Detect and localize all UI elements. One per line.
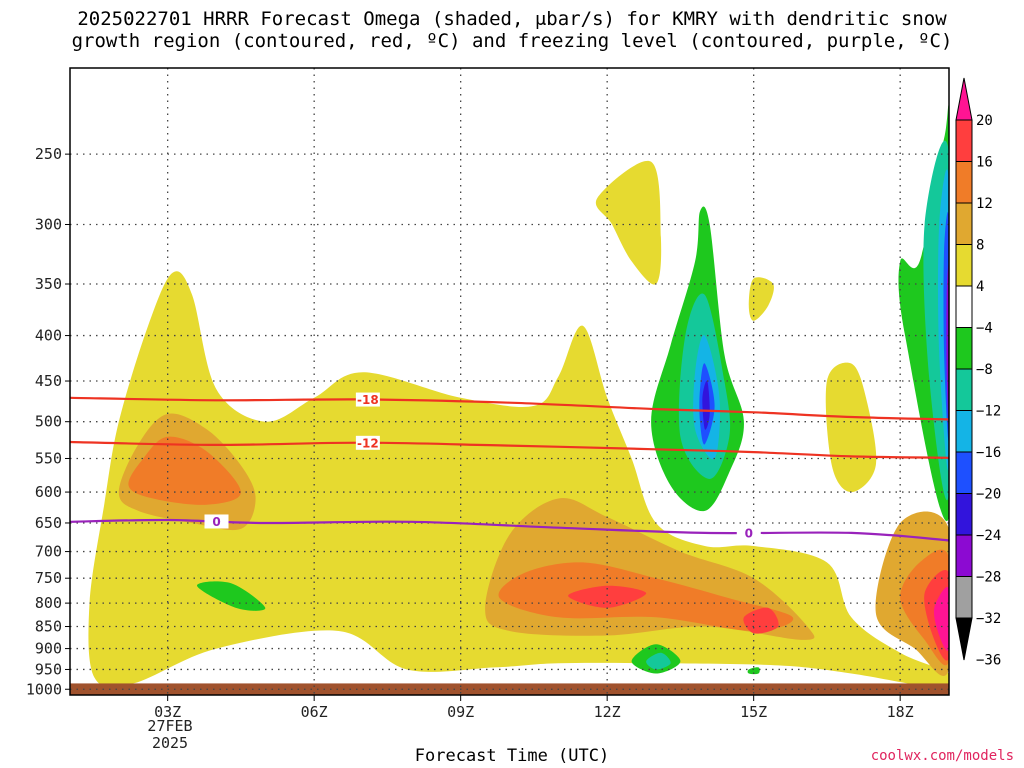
colorbar-segment-6: [955, 327, 973, 370]
colorbar-segment-4: [955, 244, 973, 287]
omega-region-26: [702, 380, 710, 430]
x-axis-label: Forecast Time (UTC): [414, 746, 610, 766]
contour-line-0: [70, 396, 949, 421]
y-tick-label-500: 500: [35, 413, 62, 431]
colorbar-segment-3: [955, 202, 973, 245]
colorbar-label-10: −24: [976, 528, 1001, 544]
contour-label-2a: 0: [212, 515, 220, 529]
colorbar: 20 16 12 8 4 −4 −8 −12 −16 −20 −24 −28 −32 −36: [955, 77, 1001, 669]
x-tick-label-15Z: 15Z: [740, 703, 767, 721]
omega-region-11: [743, 607, 779, 634]
colorbar-label-7: −12: [976, 404, 1001, 420]
contour-label-0: -18: [357, 393, 379, 407]
date-label-day: 27FEB: [147, 717, 193, 735]
contour-label-bg-0: [355, 392, 380, 407]
x-tick-label-18Z: 18Z: [887, 703, 914, 721]
contour-label-bg-2b: [736, 525, 761, 540]
colorbar-segment-5: [955, 285, 973, 328]
date-label-year: 2025: [151, 734, 189, 752]
omega-shading: [88, 105, 949, 690]
colorbar-label-1: 16: [976, 155, 993, 171]
y-tick-label-600: 600: [35, 483, 62, 501]
contour-lines: [70, 396, 949, 542]
colorbar-label-3: 8: [976, 238, 984, 254]
y-tick-label-900: 900: [35, 640, 62, 658]
omega-region-13: [933, 586, 949, 651]
colorbar-segment-10: [955, 493, 973, 536]
contour-label-bg-1: [355, 435, 380, 450]
omega-region-3: [748, 277, 774, 321]
colorbar-label-12: −32: [976, 611, 1001, 627]
grid-lines: [70, 68, 949, 695]
y-tick-label-350: 350: [35, 275, 62, 293]
omega-region-1: [595, 160, 662, 285]
colorbar-segment-9: [955, 451, 973, 494]
omega-region-7: [128, 436, 241, 505]
colorbar-segment-12: [955, 576, 973, 619]
x-tick-label-06Z: 06Z: [301, 703, 328, 721]
y-tick-label-650: 650: [35, 514, 62, 532]
contour-label-2b: 0: [745, 526, 753, 540]
colorbar-segment-1: [955, 119, 973, 162]
colorbar-segment-7: [955, 368, 973, 411]
y-tick-label-850: 850: [35, 618, 62, 636]
y-tick-label-300: 300: [35, 216, 62, 234]
y-tick-label-250: 250: [35, 145, 62, 163]
contour-line-1: [70, 440, 949, 459]
colorbar-label-0: 20: [976, 113, 993, 129]
colorbar-top-arrow: [955, 77, 973, 121]
contour-labels: -18 -12 0 0: [204, 392, 761, 540]
y-tick-label-800: 800: [35, 594, 62, 612]
colorbar-label-8: −16: [976, 445, 1001, 461]
x-tick-label-09Z: 09Z: [447, 703, 474, 721]
omega-region-10: [568, 585, 647, 608]
date-label: 27FEB 2025: [140, 718, 200, 752]
omega-region-2: [825, 362, 877, 493]
colorbar-segment-11: [955, 534, 973, 577]
colorbar-label-13: −36: [976, 653, 1001, 669]
colorbar-label-5: −4: [976, 321, 993, 337]
colorbar-segment-2: [955, 161, 973, 204]
contour-label-bg-2a: [204, 514, 229, 529]
ground-surface: [70, 683, 949, 695]
y-tick-label-1000: 1000: [26, 680, 62, 698]
omega-region-16: [196, 581, 266, 611]
omega-region-18: [747, 667, 760, 675]
colorbar-bottom-arrow: [955, 617, 973, 661]
y-tick-label-700: 700: [35, 543, 62, 561]
colorbar-label-2: 12: [976, 196, 993, 212]
x-tick-label-12Z: 12Z: [594, 703, 621, 721]
y-tick-label-550: 550: [35, 449, 62, 467]
credit-text: coolwx.com/models: [870, 748, 1014, 764]
colorbar-label-6: −8: [976, 362, 993, 378]
omega-region-8: [498, 562, 794, 631]
colorbar-label-9: −20: [976, 487, 1001, 503]
x-tick-label-03Z: 03Z: [154, 703, 181, 721]
y-tick-label-400: 400: [35, 327, 62, 345]
y-tick-label-450: 450: [35, 372, 62, 390]
y-tick-label-950: 950: [35, 660, 62, 678]
contour-label-1: -12: [357, 436, 379, 450]
chart-title: 2025022701 HRRR Forecast Omega (shaded, …: [0, 8, 1024, 52]
colorbar-label-4: 4: [976, 279, 984, 295]
y-tick-label-750: 750: [35, 569, 62, 587]
colorbar-segment-8: [955, 410, 973, 453]
y-axis-ticks: 250 300 350 400 450 500 550 600 650 700 750 800 850 9…: [26, 145, 70, 698]
contour-line-2: [70, 518, 949, 542]
chart-title-line1: 2025022701 HRRR Forecast Omega (shaded, …: [77, 8, 947, 30]
omega-region-21: [646, 652, 671, 670]
colorbar-label-11: −28: [976, 570, 1001, 586]
x-axis-ticks: 03Z 06Z 09Z 12Z 15Z 18Z: [154, 695, 914, 721]
ground-layer: [70, 683, 949, 695]
chart-title-line2: growth region (contoured, red, ºC) and f…: [71, 30, 953, 52]
